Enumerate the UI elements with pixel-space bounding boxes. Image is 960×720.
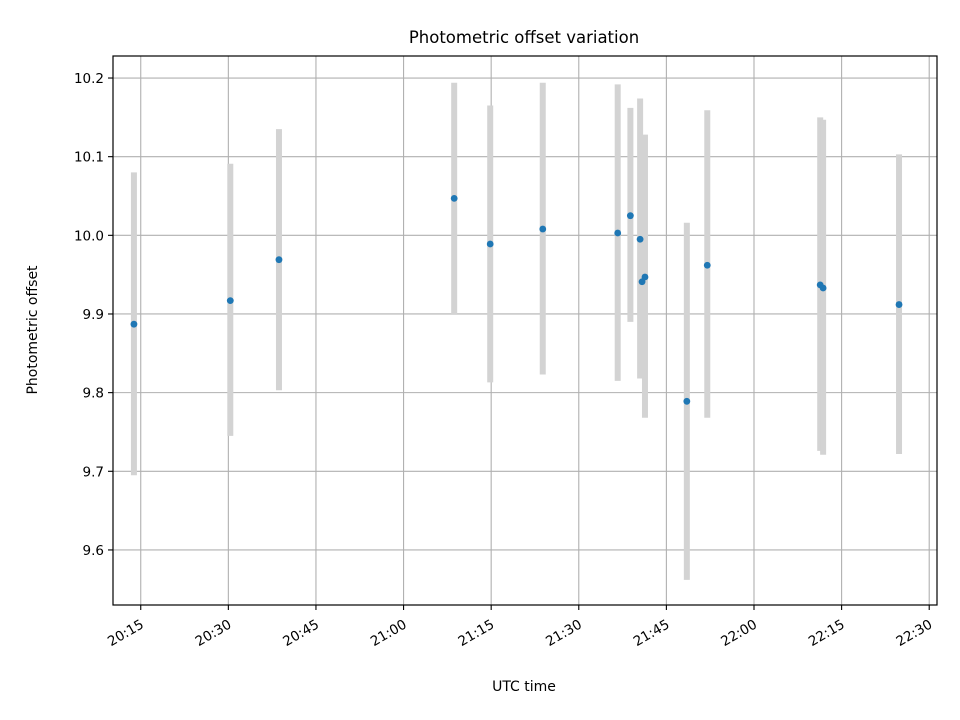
y-axis-label: Photometric offset bbox=[25, 265, 41, 395]
data-point bbox=[703, 261, 711, 269]
data-point bbox=[275, 256, 283, 264]
grid bbox=[113, 56, 937, 605]
y-axis-ticks: 9.6 9.7 9.8 9.9 10.0 10.1 10.2 bbox=[74, 71, 113, 559]
y-tick-label: 10.2 bbox=[74, 71, 104, 87]
data-point bbox=[130, 320, 138, 328]
y-tick-label: 9.8 bbox=[83, 386, 104, 402]
y-tick-label: 9.9 bbox=[83, 307, 104, 323]
data-point bbox=[819, 284, 827, 292]
y-tick-label: 10.0 bbox=[74, 228, 104, 244]
x-axis-label: UTC time bbox=[492, 679, 556, 695]
y-tick-label: 10.1 bbox=[74, 150, 104, 166]
data-point bbox=[626, 212, 634, 220]
chart-title: Photometric offset variation bbox=[409, 28, 639, 47]
data-point bbox=[486, 240, 494, 248]
data-point bbox=[641, 273, 649, 281]
data-point bbox=[450, 194, 458, 202]
data-points bbox=[130, 194, 903, 405]
data-point bbox=[683, 397, 691, 405]
data-point bbox=[226, 297, 234, 305]
data-point bbox=[539, 225, 547, 233]
data-point bbox=[895, 301, 903, 308]
y-tick-label: 9.6 bbox=[83, 543, 104, 559]
data-point bbox=[636, 235, 644, 243]
data-point bbox=[614, 229, 622, 237]
y-tick-label: 9.7 bbox=[83, 464, 104, 480]
plot-frame bbox=[112, 55, 938, 606]
